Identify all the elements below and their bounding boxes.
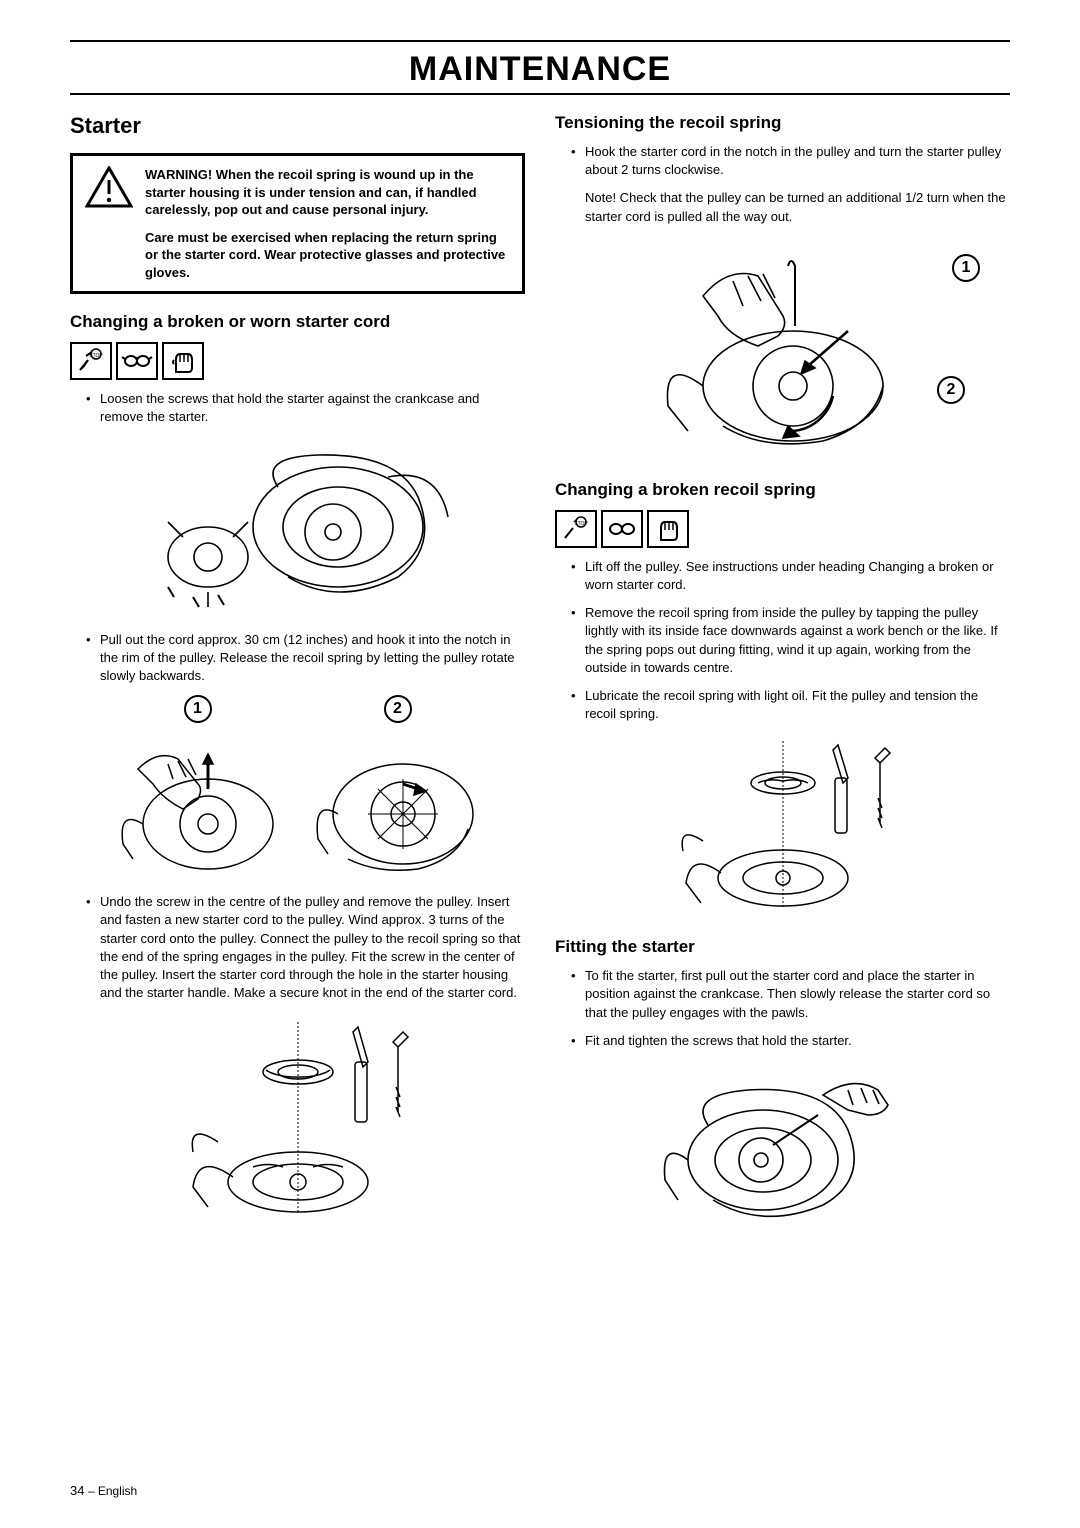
warning-box: WARNING! When the recoil spring is wound… bbox=[70, 153, 525, 294]
bullet-list-2: Pull out the cord approx. 30 cm (12 inch… bbox=[70, 631, 525, 686]
diagram-fit-starter bbox=[555, 1060, 1010, 1230]
bullet-tighten-screws: Fit and tighten the screws that hold the… bbox=[571, 1032, 1010, 1050]
page-number: 34 bbox=[70, 1483, 84, 1498]
bullet-lubricate: Lubricate the recoil spring with light o… bbox=[571, 687, 1010, 723]
page-title: MAINTENANCE bbox=[70, 50, 1010, 89]
step-2-badge: 2 bbox=[384, 695, 412, 723]
gloves-icon-2 bbox=[647, 510, 689, 548]
goggles-icon-2 bbox=[601, 510, 643, 548]
starter-heading: Starter bbox=[70, 113, 525, 139]
safety-icons-row-1: STOP bbox=[70, 342, 525, 380]
tensioning-heading: Tensioning the recoil spring bbox=[555, 113, 1010, 133]
footer-dash: – bbox=[88, 1484, 98, 1498]
warning-paragraph-1: WARNING! When the recoil spring is wound… bbox=[145, 166, 510, 219]
bullet-pull-cord: Pull out the cord approx. 30 cm (12 inch… bbox=[86, 631, 525, 686]
diagram-spring-assembly bbox=[555, 733, 1010, 923]
bullet-list-r1: Hook the starter cord in the notch in th… bbox=[555, 143, 1010, 179]
warning-paragraph-2: Care must be exercised when replacing th… bbox=[145, 229, 510, 282]
two-column-layout: Starter WARNING! When the recoil spring … bbox=[70, 113, 1010, 1246]
tension-badge-1: 1 bbox=[952, 254, 980, 282]
step-1-col: 1 bbox=[108, 695, 288, 879]
bullet-list-r2: Lift off the pulley. See instructions un… bbox=[555, 558, 1010, 724]
tension-badge-2: 2 bbox=[937, 376, 965, 404]
bullet-list-3: Undo the screw in the centre of the pull… bbox=[70, 893, 525, 1002]
top-rule bbox=[70, 40, 1010, 42]
bullet-lift-pulley: Lift off the pulley. See instructions un… bbox=[571, 558, 1010, 594]
bullet-remove-spring: Remove the recoil spring from inside the… bbox=[571, 604, 1010, 677]
warning-triangle-icon bbox=[85, 166, 133, 210]
diagram-pulley-assembly bbox=[70, 1012, 525, 1232]
title-underline bbox=[70, 93, 1010, 95]
stop-engine-icon: STOP bbox=[70, 342, 112, 380]
page-language: English bbox=[98, 1484, 137, 1498]
stop-engine-icon-2: STOP bbox=[555, 510, 597, 548]
gloves-icon bbox=[162, 342, 204, 380]
goggles-icon bbox=[116, 342, 158, 380]
bullet-list-r3: To fit the starter, first pull out the s… bbox=[555, 967, 1010, 1050]
right-column: Tensioning the recoil spring Hook the st… bbox=[555, 113, 1010, 1246]
changing-spring-heading: Changing a broken recoil spring bbox=[555, 480, 1010, 500]
bullet-hook-cord: Hook the starter cord in the notch in th… bbox=[571, 143, 1010, 179]
fitting-starter-heading: Fitting the starter bbox=[555, 937, 1010, 957]
bullet-undo-screw: Undo the screw in the centre of the pull… bbox=[86, 893, 525, 1002]
left-column: Starter WARNING! When the recoil spring … bbox=[70, 113, 525, 1246]
page-footer: 34 – English bbox=[70, 1483, 137, 1498]
warning-text: WARNING! When the recoil spring is wound… bbox=[145, 166, 510, 281]
note-check-pulley: Note! Check that the pulley can be turne… bbox=[585, 189, 1010, 225]
diagram-tension-spring: 1 2 bbox=[555, 236, 1010, 466]
safety-icons-row-2: STOP bbox=[555, 510, 1010, 548]
step-1-badge: 1 bbox=[184, 695, 212, 723]
bullet-fit-starter: To fit the starter, first pull out the s… bbox=[571, 967, 1010, 1022]
bullet-loosen-screws: Loosen the screws that hold the starter … bbox=[86, 390, 525, 426]
changing-cord-heading: Changing a broken or worn starter cord bbox=[70, 312, 525, 332]
diagram-remove-starter bbox=[70, 437, 525, 617]
bullet-list-1: Loosen the screws that hold the starter … bbox=[70, 390, 525, 426]
step-2-col: 2 bbox=[308, 695, 488, 879]
diagram-two-steps: 1 2 bbox=[70, 695, 525, 879]
